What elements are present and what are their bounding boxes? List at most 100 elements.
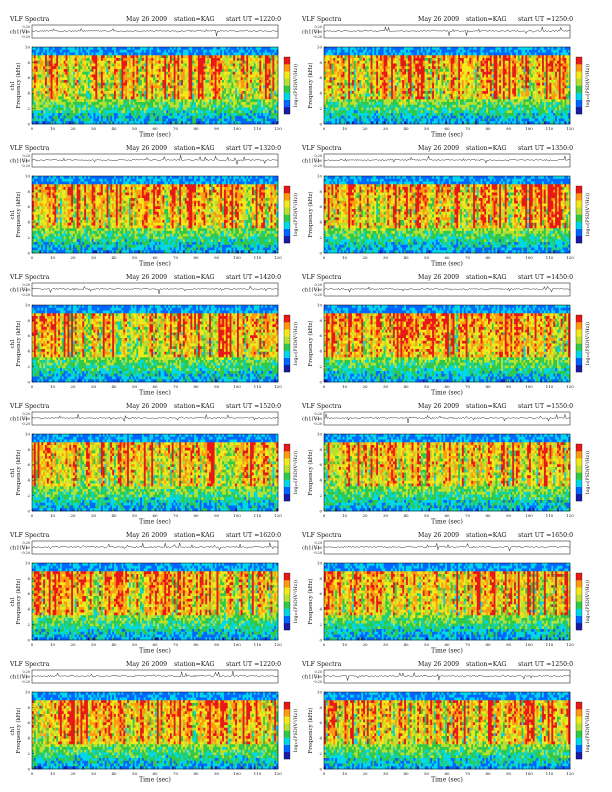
colorbar-segment	[576, 479, 582, 487]
x-tick-label: 50	[132, 513, 138, 518]
x-tick-label: 0	[323, 255, 326, 260]
y-tick-label: 0	[319, 379, 322, 384]
x-tick-label: 90	[506, 513, 512, 518]
trace-tick-label: 0.00	[22, 417, 30, 421]
x-tick-label: 90	[506, 384, 512, 389]
x-tick-label: 90	[506, 126, 512, 131]
trace-line	[323, 542, 570, 552]
y-tick-label: 2	[319, 364, 322, 369]
x-tick-label: 40	[403, 642, 409, 647]
x-tick-label: 110	[546, 771, 554, 776]
x-tick-label: 40	[111, 513, 117, 518]
x-tick-label: 20	[362, 513, 368, 518]
y-tick-label: 2	[27, 493, 30, 498]
trace-tick-label: -0.20	[21, 35, 30, 39]
trace-line	[324, 155, 571, 164]
panel-title: VLF Spectra	[9, 532, 50, 539]
x-tick-label: 50	[424, 384, 430, 389]
x-tick-label: 110	[546, 642, 554, 647]
x-tick-label: 60	[444, 384, 450, 389]
y-axis-label-group: Frequency (kHz)	[307, 579, 314, 625]
colorbar-segment	[284, 615, 290, 624]
x-tick-label: 20	[362, 255, 368, 260]
x-tick-label: 120	[566, 513, 574, 518]
colorbar-segment	[284, 221, 290, 229]
colorbar-label: log₁₀(PSD(V²/Hz))	[292, 193, 299, 236]
trace-tick-label: 0.20	[22, 541, 30, 545]
colorbar-label: log₁₀(PSD(V²/Hz))	[584, 709, 591, 752]
y-axis-label-group: Frequency (kHz)ch1	[10, 63, 22, 109]
colorbar-segment	[284, 350, 290, 358]
x-axis-label: Time (sec)	[139, 648, 171, 655]
x-tick-label: 120	[566, 642, 574, 647]
trace-tick-label: 0.20	[314, 412, 322, 416]
colorbar-segment	[576, 343, 582, 351]
trace-tick-label: -0.20	[21, 293, 30, 297]
colorbar	[576, 186, 582, 244]
panel-title: VLF Spectra	[301, 145, 342, 152]
y-tick-label: 10	[317, 44, 323, 49]
colorbar-segment	[284, 730, 290, 738]
colorbar-segment	[284, 580, 290, 588]
y-axis-prefix: ch1	[10, 81, 16, 91]
x-tick-label: 20	[362, 642, 368, 647]
y-tick-label: 6	[27, 204, 30, 209]
trace-tick-label: 0.00	[314, 159, 322, 163]
x-tick-label: 40	[111, 126, 117, 131]
y-axis-label: Frequency (kHz)	[15, 450, 22, 496]
x-tick-label: 10	[50, 513, 56, 518]
colorbar-segment	[576, 78, 582, 86]
y-tick-label: 10	[317, 431, 323, 436]
x-tick-label: 10	[342, 255, 348, 260]
y-tick-label: 0	[27, 379, 30, 384]
y-tick-label: 2	[319, 106, 322, 111]
colorbar-segment	[284, 85, 290, 93]
y-axis-prefix: ch1	[10, 210, 16, 220]
spectrogram-heatmap	[324, 692, 571, 770]
trace-axis-label: ch1(V)	[10, 29, 27, 36]
x-tick-label: 20	[362, 771, 368, 776]
colorbar-segment	[576, 364, 582, 373]
colorbar-segment	[576, 587, 582, 595]
colorbar-segment	[576, 580, 582, 588]
colorbar-segment	[284, 451, 290, 459]
x-tick-label: 40	[111, 255, 117, 260]
x-tick-label: 100	[525, 126, 533, 131]
colorbar-segment	[284, 622, 290, 631]
y-tick-label: 2	[319, 751, 322, 756]
trace-line	[31, 28, 279, 37]
colorbar-segment	[284, 214, 290, 222]
y-tick-label: 10	[317, 560, 323, 565]
x-tick-label: 110	[546, 255, 554, 260]
y-axis-label: Frequency (kHz)	[307, 321, 314, 367]
y-tick-label: 2	[319, 493, 322, 498]
spectrogram-heatmap	[32, 434, 279, 512]
trace-axis-label: ch1(V)	[10, 416, 27, 423]
trace-tick-label: 0.00	[314, 288, 322, 292]
x-tick-label: 110	[546, 513, 554, 518]
y-tick-label: 6	[27, 75, 30, 80]
y-axis-label-group: Frequency (kHz)	[307, 63, 314, 109]
colorbar-segment	[284, 486, 290, 495]
colorbar-frame	[575, 443, 583, 502]
trace-tick-label: -0.20	[313, 551, 322, 555]
colorbar	[284, 573, 290, 631]
trace-tick-label: 0.20	[314, 25, 322, 29]
x-tick-label: 70	[465, 771, 471, 776]
colorbar-segment	[576, 709, 582, 717]
x-tick-label: 60	[152, 255, 158, 260]
colorbar-segment	[284, 702, 290, 710]
colorbar-label: log₁₀(PSD(V²/Hz))	[584, 64, 591, 107]
colorbar-label-group: log₁₀(PSD(V²/Hz))	[292, 709, 299, 752]
x-tick-label: 0	[323, 126, 326, 131]
colorbar-segment	[284, 336, 290, 344]
x-tick-label: 80	[485, 513, 491, 518]
colorbar-segment	[576, 106, 582, 115]
trace-frame	[31, 669, 279, 684]
colorbar-label: log₁₀(PSD(V²/Hz))	[292, 580, 299, 623]
panel-date: May 26 2009	[418, 661, 459, 668]
y-axis-label: Frequency (kHz)	[307, 579, 314, 625]
panel-date: May 26 2009	[126, 16, 167, 23]
colorbar-segment	[576, 228, 582, 237]
trace-line	[323, 413, 571, 424]
